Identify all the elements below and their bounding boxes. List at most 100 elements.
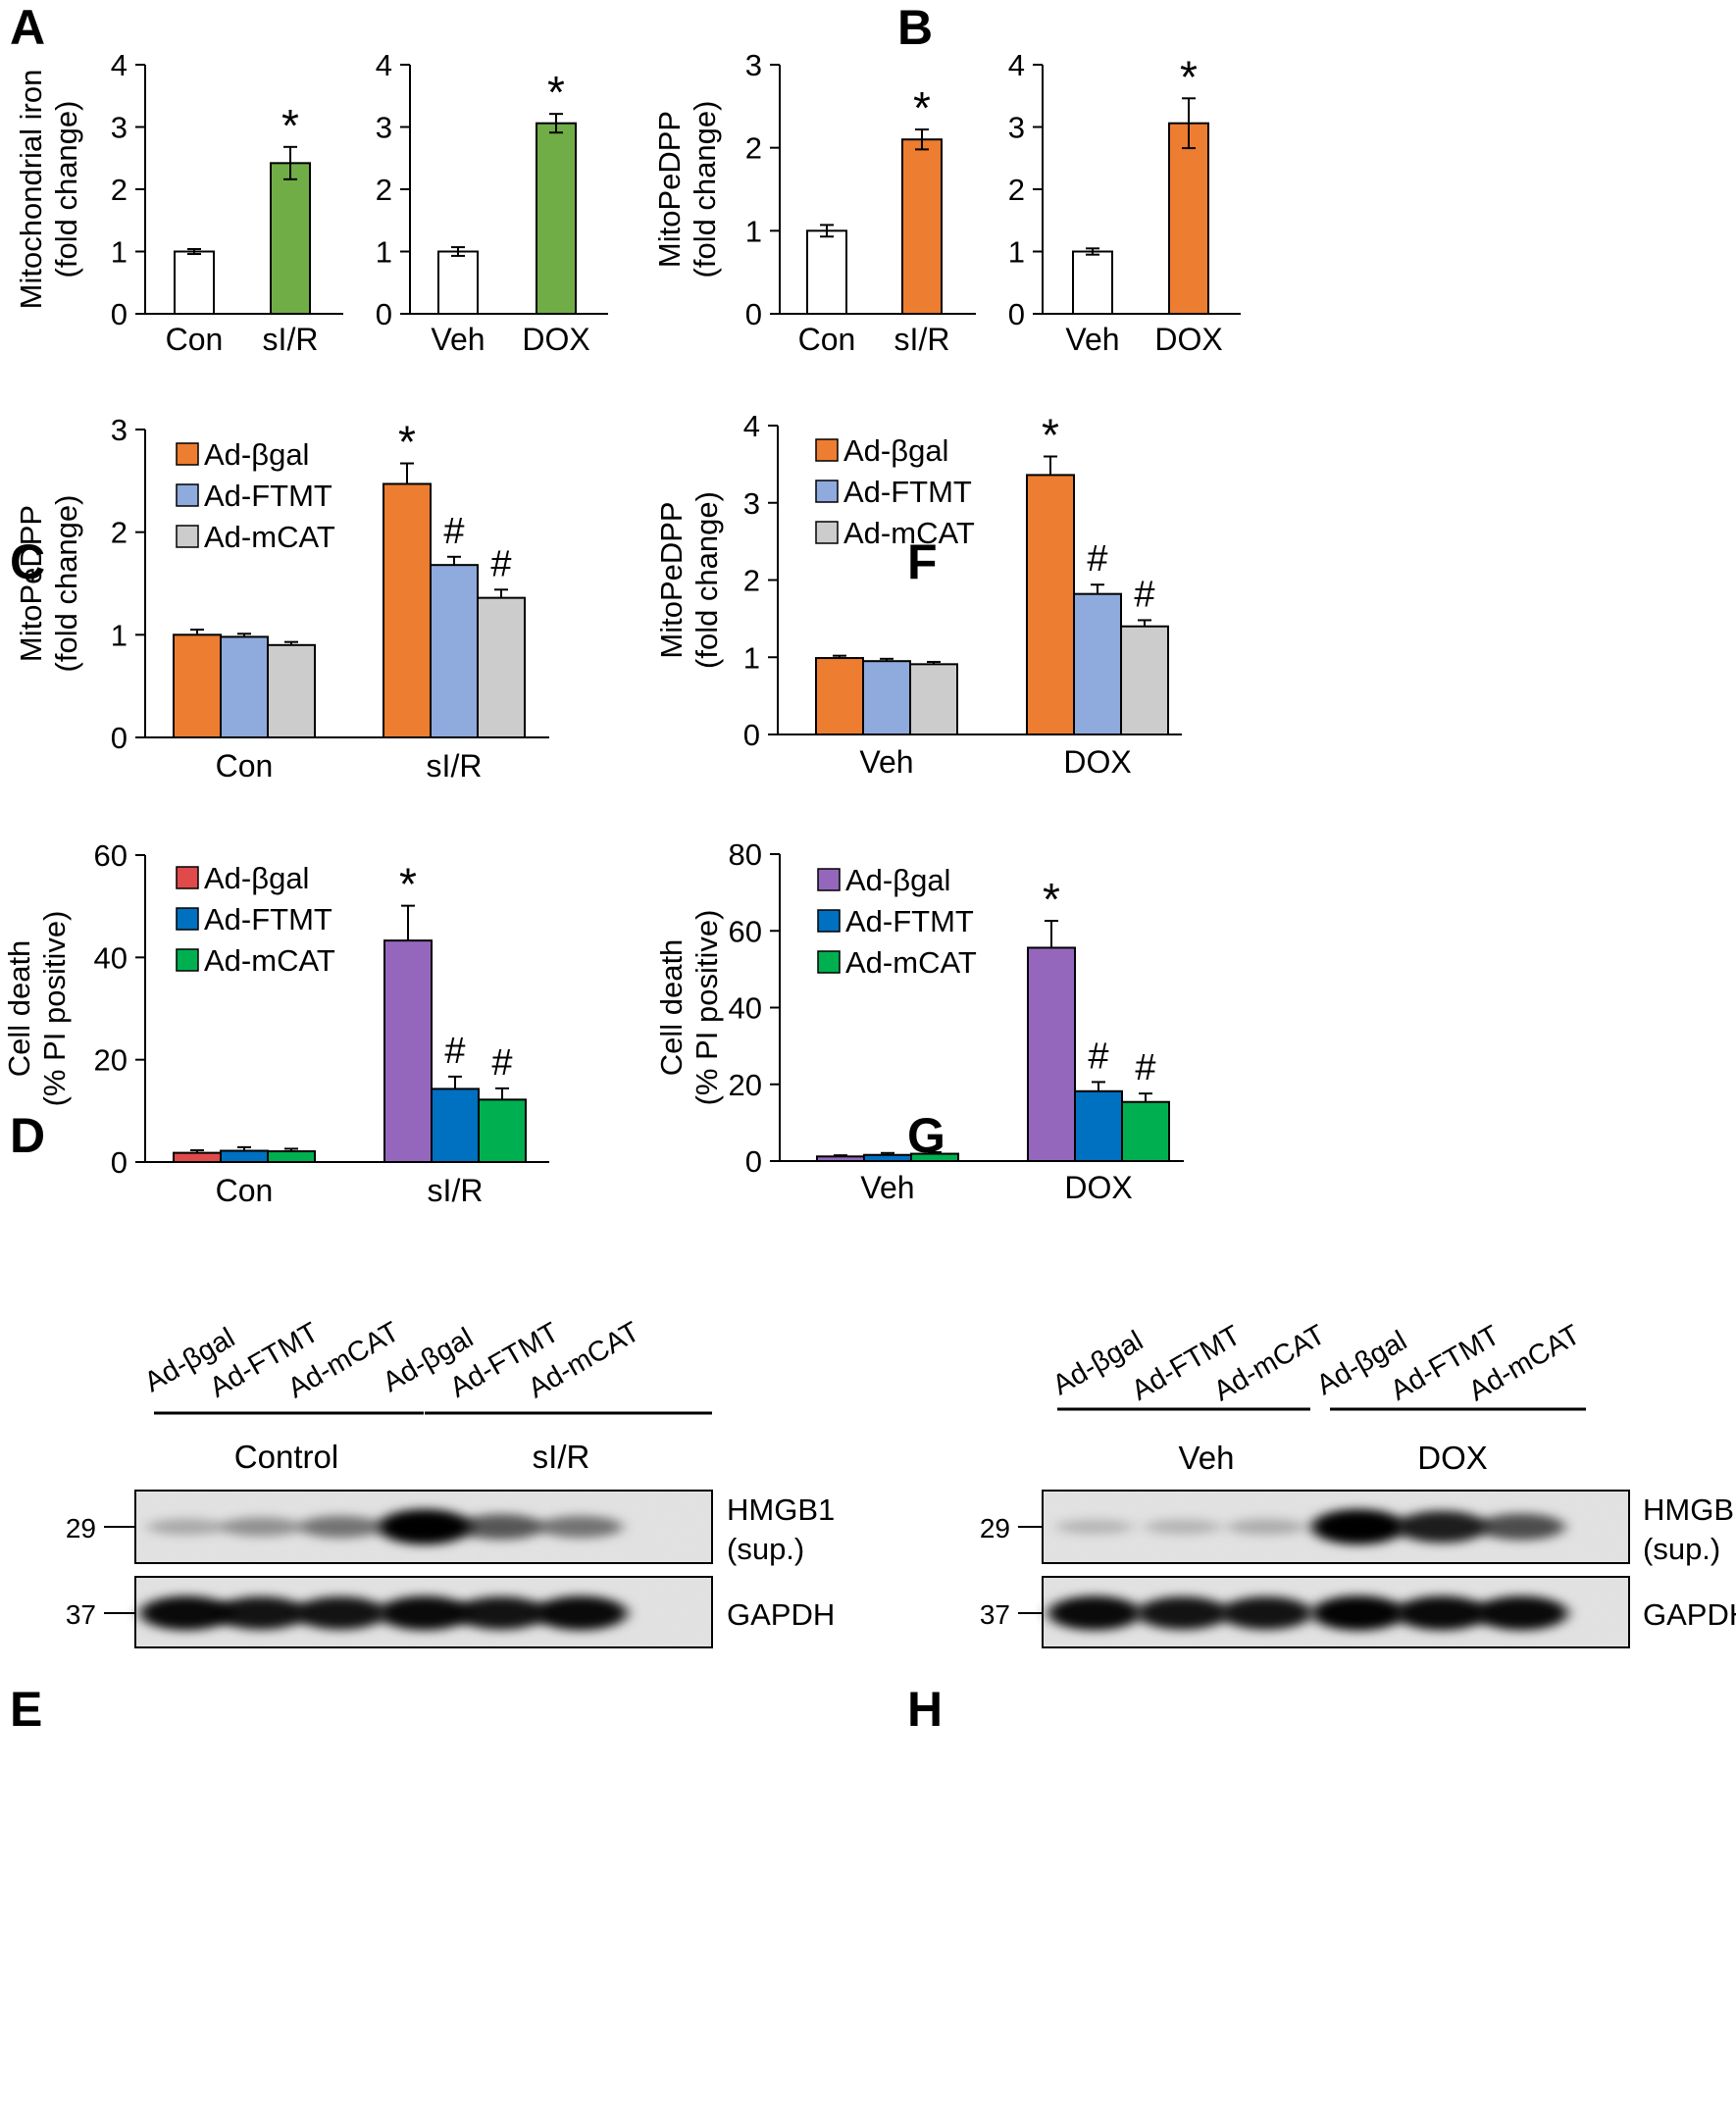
significance-star: * xyxy=(1043,874,1060,925)
blot-band xyxy=(214,1596,308,1630)
y-tick-label: 2 xyxy=(743,564,760,598)
significance-hash: # xyxy=(1088,1036,1108,1077)
y-tick-label: 4 xyxy=(111,48,128,82)
band-label: HMGB1 xyxy=(727,1493,835,1527)
legend-label: Ad-βgal xyxy=(204,861,309,895)
x-tick-label: Veh xyxy=(1065,322,1119,357)
y-tick-label: 80 xyxy=(729,837,762,872)
mw-marker: 29 xyxy=(980,1513,1010,1543)
x-tick-label: Con xyxy=(216,1173,274,1208)
bar xyxy=(383,939,433,1164)
bar xyxy=(816,1155,865,1163)
panel-letter-E: E xyxy=(10,1682,42,1737)
y-tick-label: 4 xyxy=(1008,48,1025,82)
y-tick-label: 1 xyxy=(745,214,762,248)
significance-hash: # xyxy=(1134,574,1154,615)
significance-hash: # xyxy=(490,543,511,584)
significance-star: * xyxy=(547,67,565,118)
y-axis-label: MitoPeDPP xyxy=(14,505,48,662)
significance-hash: # xyxy=(443,511,464,552)
y-tick-label: 60 xyxy=(729,914,762,948)
bar xyxy=(173,1151,222,1163)
bar xyxy=(863,1153,912,1162)
blot-band xyxy=(1047,1595,1142,1631)
y-axis-label: (fold change) xyxy=(49,101,83,278)
bar xyxy=(174,250,215,315)
significance-star: * xyxy=(399,859,417,910)
blot-band xyxy=(298,1515,383,1539)
blot-band xyxy=(1136,1596,1230,1630)
significance-hash: # xyxy=(444,1031,465,1072)
x-tick-label: sI/R xyxy=(894,322,950,357)
y-tick-label: 1 xyxy=(743,640,760,675)
bar xyxy=(477,596,526,738)
blot-band xyxy=(146,1518,227,1536)
legend-label: Ad-βgal xyxy=(845,863,950,897)
y-tick-label: 4 xyxy=(376,48,392,82)
blot-band xyxy=(1227,1518,1305,1536)
blot-panel-h: Ad-βgalAd-FTMTAd-mCATAd-βgalAd-FTMTAd-mC… xyxy=(980,1319,1736,1648)
y-tick-label: 0 xyxy=(1008,297,1025,331)
chart-panel-b-mitopedpp-dox: 0 1 2 3 4 Veh DOX * xyxy=(1008,48,1241,357)
y-axis-label: MitoPeDPP xyxy=(652,111,687,268)
group-label: DOX xyxy=(1417,1440,1488,1476)
y-tick-label: 2 xyxy=(111,173,128,207)
bar xyxy=(267,643,316,738)
legend-label: Ad-mCAT xyxy=(204,520,335,554)
y-tick-label: 1 xyxy=(376,235,392,270)
y-tick-label: 0 xyxy=(745,297,762,331)
x-tick-label: Con xyxy=(798,322,856,357)
group-label: sI/R xyxy=(533,1439,590,1475)
chart-panel-d-cell-death-sir: 0 20 40 60 Cell death (% PI positive) Con sI/R *… xyxy=(2,838,549,1208)
y-tick-label: 4 xyxy=(743,409,760,443)
legend-label: Ad-FTMT xyxy=(204,479,332,513)
chart-panel-a-iron-sir: 0 1 2 3 4 Mitochondrial iron (fold change) Con s… xyxy=(14,48,343,357)
significance-star: * xyxy=(913,82,931,133)
y-axis-label: (fold change) xyxy=(688,101,722,278)
blot-band xyxy=(534,1595,628,1631)
blot-band xyxy=(454,1596,548,1630)
bar xyxy=(267,1150,316,1164)
y-axis-label: MitoPeDPP xyxy=(654,501,689,658)
bar xyxy=(1072,250,1113,315)
blot-band xyxy=(1144,1519,1222,1535)
significance-star: * xyxy=(1042,410,1059,461)
legend-swatch xyxy=(817,909,841,933)
x-tick-label: sI/R xyxy=(427,748,483,784)
x-tick-label: Veh xyxy=(431,322,485,357)
chart-panel-f-mitopedpp-dox: 0 1 2 3 4 MitoPeDPP (fold change) Veh DOX * # # Ad-β… xyxy=(654,409,1182,780)
y-tick-label: 3 xyxy=(745,48,762,82)
legend-swatch xyxy=(176,483,199,507)
y-tick-label: 2 xyxy=(111,516,128,550)
chart-panel-g-cell-death-dox: 0 20 40 60 80 Cell death (% PI positive) Veh DOX… xyxy=(654,837,1184,1205)
bar xyxy=(478,1098,527,1164)
significance-star: * xyxy=(1180,51,1198,102)
bar xyxy=(437,250,479,315)
bar xyxy=(901,138,943,315)
blot-band xyxy=(1474,1595,1568,1631)
bar xyxy=(220,1149,269,1163)
band-label: GAPDH xyxy=(727,1597,835,1632)
legend-label: Ad-βgal xyxy=(843,433,948,468)
chart-panel-b-mitopedpp-sir: 0 1 2 3 MitoPeDPP (fold change) Con sI/R * xyxy=(652,48,976,357)
legend-label: Ad-mCAT xyxy=(843,516,975,550)
band-label: (sup.) xyxy=(1643,1532,1720,1566)
legend-swatch xyxy=(815,521,839,544)
significance-hash: # xyxy=(491,1042,512,1084)
bar xyxy=(1027,946,1076,1163)
blot-band xyxy=(293,1596,387,1630)
x-tick-label: DOX xyxy=(1063,744,1131,780)
y-tick-label: 0 xyxy=(743,718,760,752)
blot-band xyxy=(1395,1595,1489,1631)
legend-swatch xyxy=(176,866,199,889)
blot-band xyxy=(378,1509,472,1544)
panel-letter-H: H xyxy=(907,1682,943,1737)
y-tick-label: 3 xyxy=(376,111,392,145)
legend-swatch xyxy=(176,948,199,972)
significance-hash: # xyxy=(1135,1047,1155,1088)
y-axis-label: Mitochondrial iron xyxy=(14,70,48,310)
significance-hash: # xyxy=(1087,538,1107,580)
y-axis-label: Cell death xyxy=(654,939,689,1077)
band-label: HMGB1 xyxy=(1643,1493,1736,1527)
